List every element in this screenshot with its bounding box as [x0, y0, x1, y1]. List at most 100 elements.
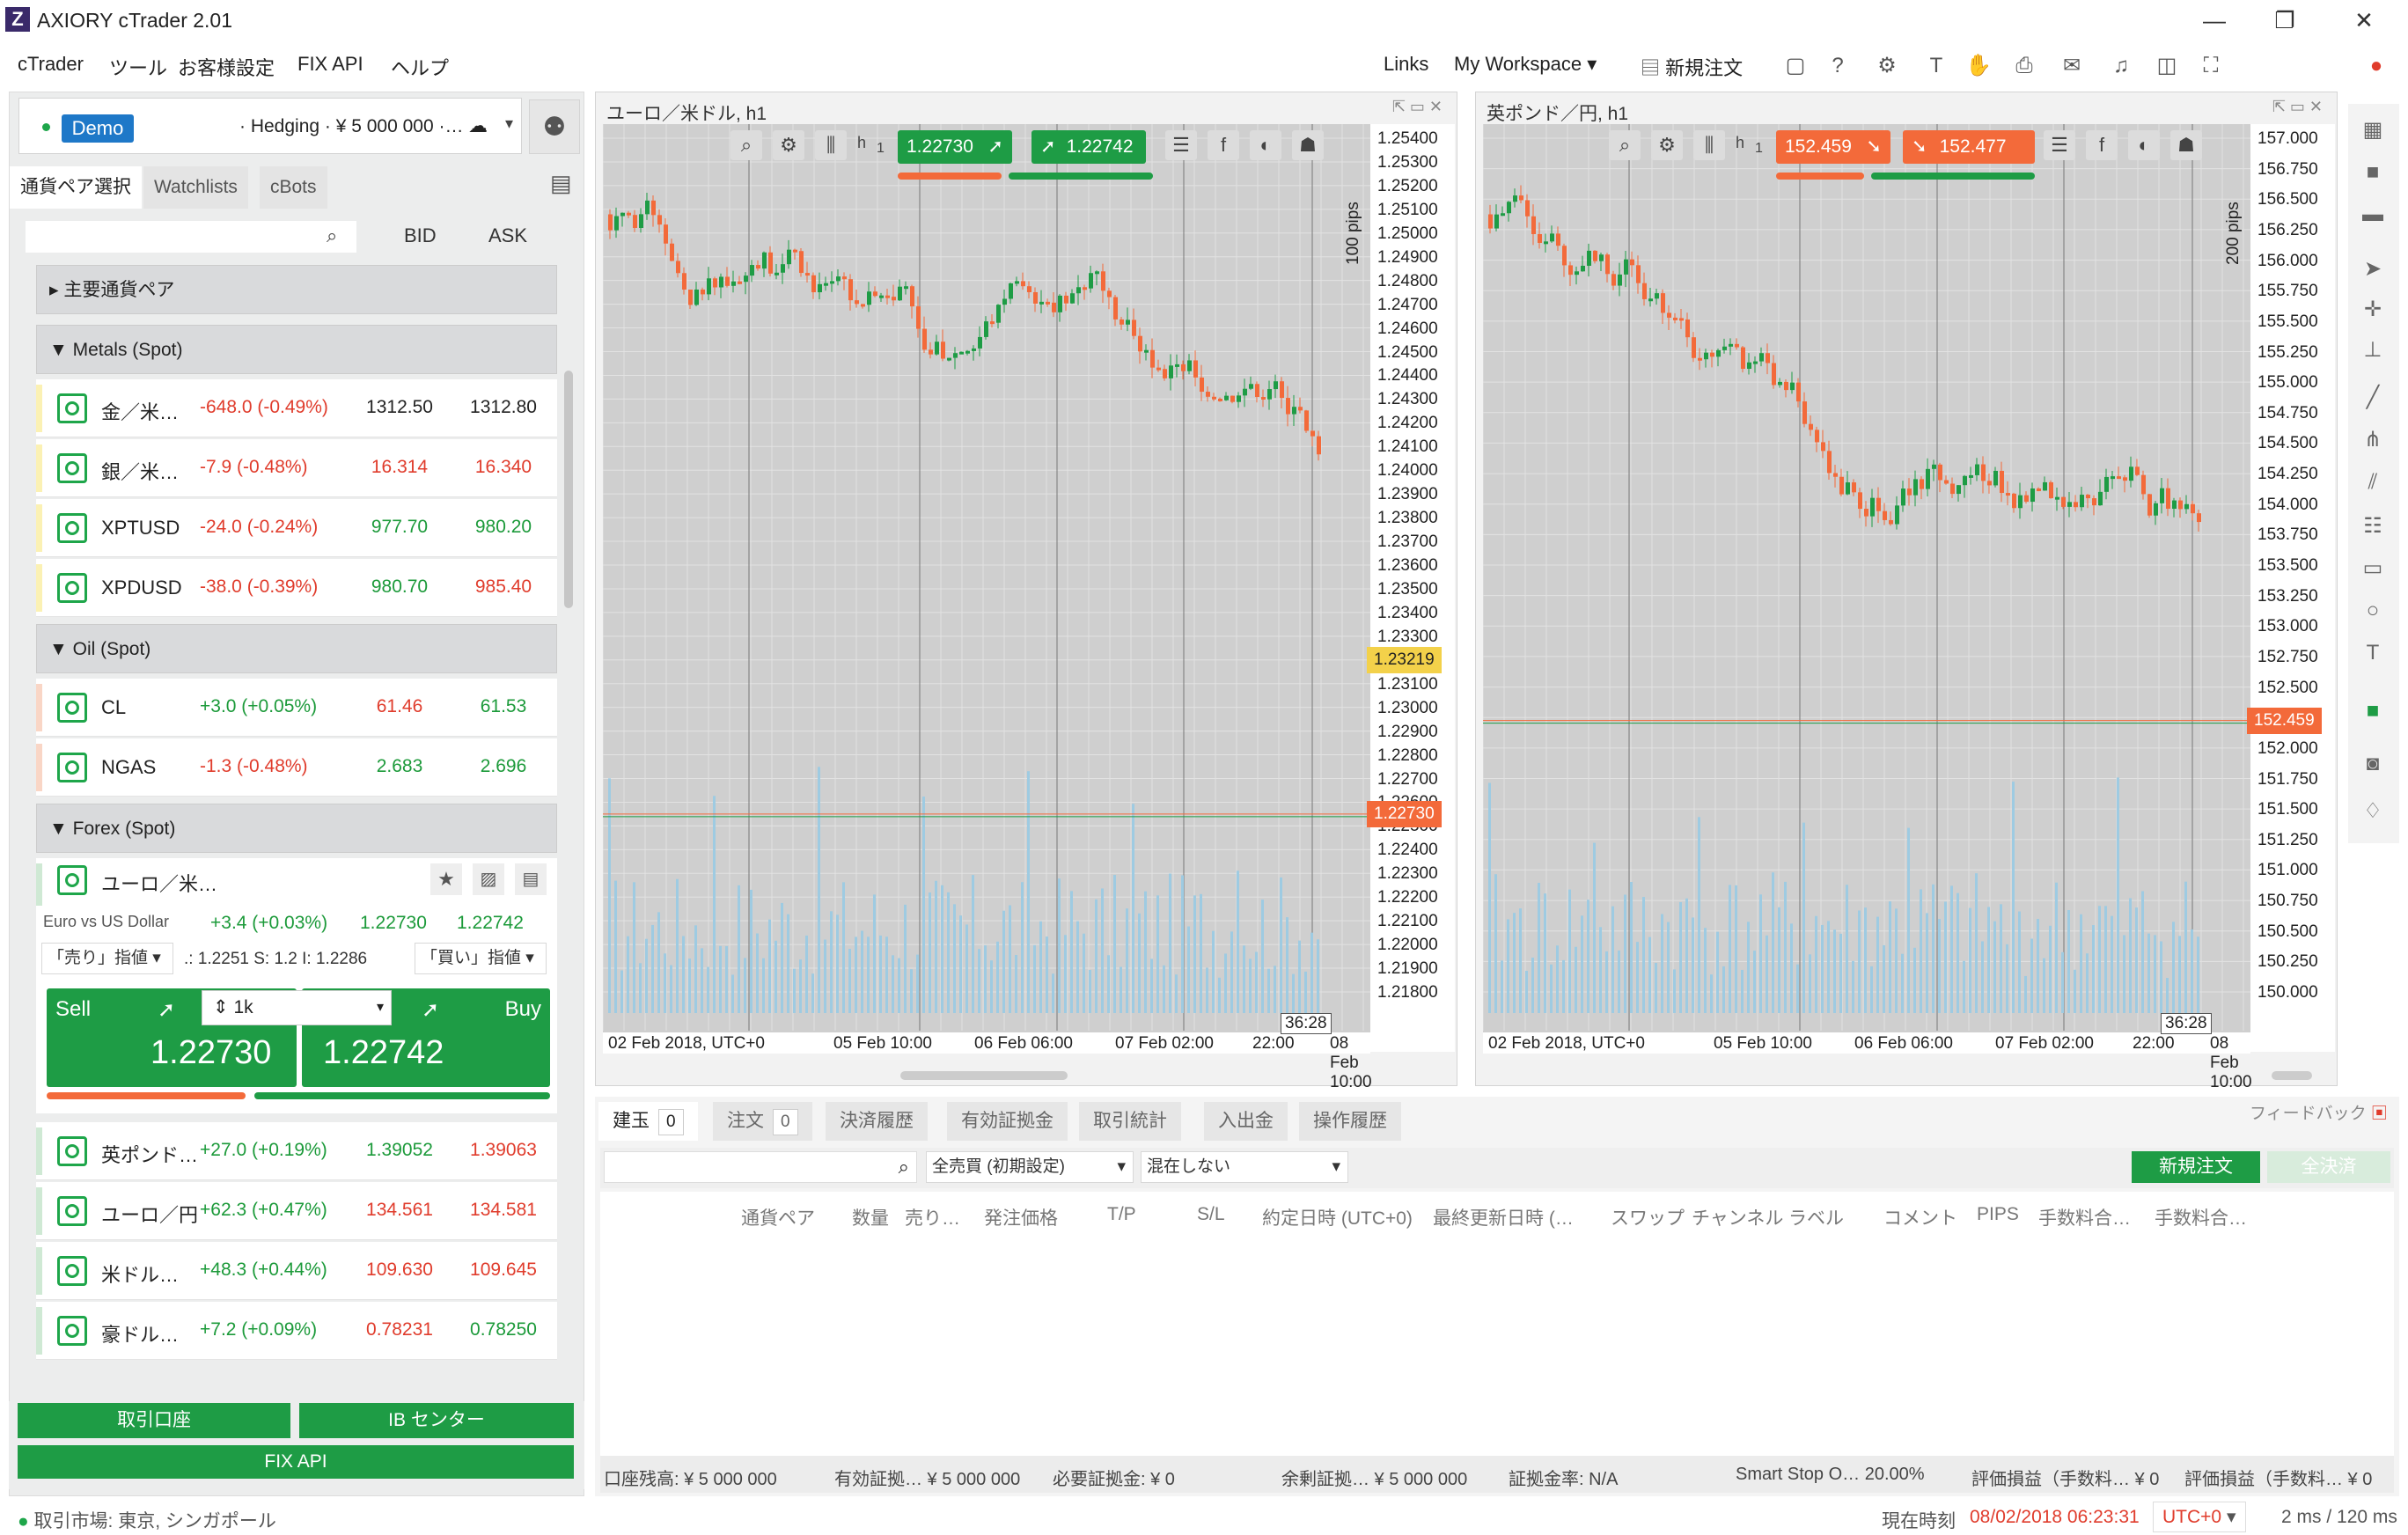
- symbol-search-input[interactable]: [26, 221, 356, 253]
- layout-icon[interactable]: ◫: [2156, 54, 2177, 77]
- trading-account-button[interactable]: 取引口座: [18, 1403, 290, 1438]
- alert-price-tag[interactable]: 1.23219: [1367, 646, 1442, 673]
- col-pips[interactable]: PIPS: [1977, 1204, 2019, 1224]
- symbol-list-scrollbar[interactable]: [562, 265, 575, 1471]
- symbol-row-audusd[interactable]: 豪ドル… +7.2 (+0.09%) 0.78231 0.78250: [36, 1302, 557, 1360]
- info-icon[interactable]: ▤: [515, 863, 547, 895]
- col-direction[interactable]: 売り…: [905, 1208, 960, 1229]
- chart-settings-icon[interactable]: ⚙: [773, 130, 804, 160]
- col-entry-price[interactable]: 発注価格: [984, 1208, 1058, 1229]
- ib-center-button[interactable]: IB センター: [299, 1403, 574, 1438]
- tab-journal[interactable]: 操作履歴: [1299, 1102, 1401, 1141]
- group-metals[interactable]: ▼ Metals (Spot): [36, 325, 557, 374]
- hedge-filter-dropdown[interactable]: 混在しない ▾: [1141, 1151, 1348, 1183]
- symbol-row-ngas[interactable]: NGAS -1.3 (-0.48%) 2.683 2.696: [36, 738, 557, 797]
- pie-icon[interactable]: ◐: [2128, 130, 2160, 160]
- chart-buy-quote[interactable]: ➚ 1.22742: [1031, 130, 1146, 164]
- col-comment[interactable]: コメント: [1883, 1208, 1957, 1229]
- buy-limit-dropdown[interactable]: 「買い」指値 ▾: [415, 943, 547, 974]
- user-icon[interactable]: ⚉: [529, 99, 580, 154]
- chart-plot-area[interactable]: 200 pips: [1483, 124, 2250, 1052]
- mail-icon[interactable]: ✉: [2062, 54, 2081, 77]
- fix-api-button[interactable]: FIX API: [18, 1445, 574, 1479]
- facebook-icon[interactable]: f: [1208, 130, 1239, 160]
- col-tp[interactable]: T/P: [1107, 1204, 1136, 1224]
- menu-settings[interactable]: お客様設定: [178, 57, 275, 79]
- timezone-dropdown[interactable]: UTC+0 ▾: [2153, 1502, 2246, 1532]
- symbol-row-gold[interactable]: 金／米… -648.0 (-0.49%) 1312.50 1312.80: [36, 379, 557, 437]
- symbol-row-cl[interactable]: CL +3.0 (+0.05%) 61.46 61.53: [36, 679, 557, 737]
- chart-sell-quote[interactable]: 152.459 ➘: [1776, 130, 1890, 164]
- color-icon[interactable]: ■: [2366, 699, 2380, 723]
- tab-history[interactable]: 決済履歴: [826, 1102, 928, 1141]
- zoom-icon[interactable]: ⌕: [1609, 130, 1641, 160]
- menu-ctrader[interactable]: cTrader: [18, 53, 84, 75]
- channel-icon[interactable]: ⫽: [2368, 470, 2378, 494]
- search-icon[interactable]: ⌕: [898, 1156, 909, 1178]
- hand-icon[interactable]: ✋: [1965, 54, 1992, 77]
- grid-layout-icon[interactable]: ▦: [2362, 118, 2383, 142]
- text-icon[interactable]: T: [2366, 641, 2380, 665]
- person-icon[interactable]: ☗: [1292, 130, 1324, 160]
- person-icon[interactable]: ☗: [2170, 130, 2202, 160]
- close-all-button[interactable]: 全決済: [2267, 1151, 2390, 1183]
- links-menu[interactable]: Links: [1384, 53, 1429, 75]
- col-quantity[interactable]: 数量: [852, 1208, 889, 1229]
- period-label[interactable]: h: [857, 134, 867, 151]
- single-layout-icon[interactable]: ■: [2366, 160, 2380, 184]
- candle-type-icon[interactable]: ⫼: [1693, 130, 1725, 160]
- checklist-icon[interactable]: ☰: [2044, 130, 2075, 160]
- rectangle-icon[interactable]: ▭: [2362, 556, 2383, 580]
- facebook-icon[interactable]: f: [2086, 130, 2118, 160]
- chart-window-controls[interactable]: ⇱ ▭ ✕: [2272, 98, 2323, 115]
- col-open-time[interactable]: 約定日時 (UTC+0): [1262, 1208, 1413, 1229]
- chart-horizontal-scrollbar[interactable]: [2272, 1071, 2312, 1080]
- price-axis[interactable]: 1.25400 1.25300 1.25200 1.25100 1.25000 1.249…: [1367, 124, 1455, 1052]
- buy-button[interactable]: ➚ Buy 1.22742: [302, 988, 550, 1087]
- symbol-row-xptusd[interactable]: XPTUSD -24.0 (-0.24%) 977.70 980.20: [36, 499, 557, 557]
- col-symbol[interactable]: 通貨ペア: [741, 1208, 815, 1229]
- new-order-button[interactable]: 新規注文: [2132, 1151, 2260, 1183]
- crosshair-icon[interactable]: ✛: [2363, 297, 2382, 321]
- period-label[interactable]: h: [1736, 134, 1745, 151]
- chart-buy-quote[interactable]: ➘ 152.477: [1903, 130, 2035, 164]
- list-view-icon[interactable]: ▤: [550, 170, 572, 196]
- cursor-icon[interactable]: ➤: [2363, 257, 2382, 281]
- sound-icon[interactable]: ♫: [2113, 54, 2129, 77]
- price-axis[interactable]: 157.000 156.750 156.500 156.250 156.000 155.7…: [2247, 124, 2335, 1052]
- col-swap[interactable]: スワップ: [1611, 1208, 1685, 1229]
- quantity-stepper[interactable]: ⇕ 1k ▾: [202, 990, 392, 1025]
- menu-help[interactable]: ヘルプ: [391, 57, 450, 79]
- fibonacci-icon[interactable]: ☷: [2363, 514, 2382, 538]
- window-icon[interactable]: ▢: [1785, 54, 1806, 77]
- printer-icon[interactable]: ⎙: [2015, 54, 2033, 77]
- chart-window-controls[interactable]: ⇱ ▭ ✕: [1391, 98, 1443, 115]
- settings-icon[interactable]: ⚙: [1877, 54, 1897, 77]
- search-icon[interactable]: ⌕: [327, 224, 338, 246]
- record-icon[interactable]: ●: [2369, 54, 2383, 77]
- menu-fix-api[interactable]: FIX API: [297, 53, 363, 75]
- symbol-row-silver[interactable]: 銀／米… -7.9 (-0.48%) 16.314 16.340: [36, 439, 557, 497]
- position-search-input[interactable]: ⌕: [604, 1151, 917, 1183]
- tab-positions[interactable]: 建玉 0: [598, 1102, 698, 1141]
- chart-icon[interactable]: ▨: [473, 863, 504, 895]
- chart-plot-area[interactable]: 100 pips: [603, 124, 1370, 1052]
- symbol-row-usdjpy[interactable]: 米ドル… +48.3 (+0.44%) 109.630 109.645: [36, 1242, 557, 1300]
- candle-type-icon[interactable]: ⫼: [815, 130, 847, 160]
- col-updated-time[interactable]: 最終更新日時 (…: [1433, 1208, 1574, 1229]
- menu-tools[interactable]: ツール: [109, 57, 168, 79]
- tab-cbots[interactable]: cBots: [260, 166, 327, 209]
- col-commission-2[interactable]: 手数料合…: [2155, 1208, 2247, 1229]
- tab-statistics[interactable]: 取引統計: [1079, 1102, 1181, 1141]
- group-forex[interactable]: ▼ Forex (Spot): [36, 804, 557, 853]
- workspace-dropdown[interactable]: My Workspace ▾: [1454, 53, 1597, 75]
- split-layout-icon[interactable]: ▬: [2362, 202, 2383, 226]
- camera-icon[interactable]: ◙: [2366, 752, 2380, 775]
- close-button[interactable]: ✕: [2354, 7, 2374, 33]
- chevron-down-icon[interactable]: ▾: [505, 114, 514, 132]
- tab-equity[interactable]: 有効証拠金: [947, 1102, 1068, 1141]
- circle-icon[interactable]: ○: [2366, 599, 2380, 622]
- group-major-pairs[interactable]: ▸ 主要通貨ペア: [36, 265, 557, 314]
- alert-bell-icon[interactable]: ♢: [2363, 799, 2382, 823]
- col-sl[interactable]: S/L: [1197, 1204, 1225, 1224]
